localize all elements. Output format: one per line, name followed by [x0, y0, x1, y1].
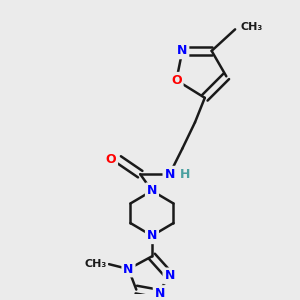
Text: N: N: [164, 269, 175, 282]
Text: N: N: [147, 229, 157, 242]
Text: H: H: [180, 168, 190, 181]
Text: CH₃: CH₃: [85, 259, 107, 269]
Text: O: O: [171, 74, 182, 87]
Text: N: N: [147, 184, 157, 197]
Text: N: N: [154, 287, 165, 300]
Text: CH₃: CH₃: [240, 22, 262, 32]
Text: O: O: [106, 153, 116, 166]
Text: N: N: [177, 44, 188, 57]
Text: N: N: [123, 262, 134, 275]
Text: N: N: [164, 168, 175, 181]
